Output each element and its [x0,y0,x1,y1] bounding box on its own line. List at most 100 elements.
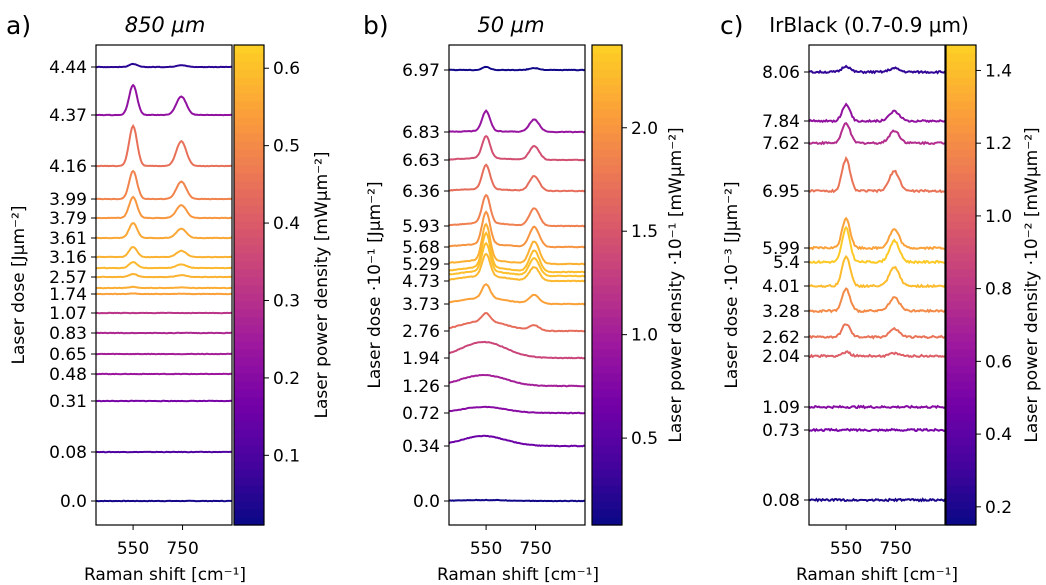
spectrum-line [448,231,586,274]
colorbar-segment [946,77,976,86]
colorbar-segment [592,333,622,342]
colorbar-segment [592,373,622,382]
dose-tick-label: 2.57 [49,268,87,288]
colorbar-segment [592,341,622,350]
colorbar-segment [946,341,976,350]
colorbar-segment [234,93,264,102]
spectrum-line [448,340,586,360]
colorbar-tick-label: 0.2 [985,498,1012,518]
colorbar-segment [946,333,976,342]
dose-tick-label: 8.06 [762,63,800,83]
dose-tick-label: 2.04 [762,347,800,367]
colorbar-segment [234,317,264,326]
spectrum-line [808,404,946,410]
colorbar-segment [234,125,264,134]
colorbar-segment [946,389,976,398]
colorbar-segment [592,109,622,118]
colorbar-segment [234,253,264,262]
colorbar-segment [234,421,264,430]
colorbar-segment [234,405,264,414]
dose-tick-label: 1.07 [49,304,87,324]
colorbar-segment [592,517,622,526]
colorbar-tick-label: 0.6 [985,352,1012,372]
spectrum-line [96,272,233,279]
dose-tick-label: 4.01 [762,277,800,297]
colorbar-segment [592,45,622,54]
colorbar-tick-label: 0.4 [985,425,1012,445]
spectrum-line [448,163,586,193]
spectra-group [95,62,233,503]
colorbar-segment [234,277,264,286]
colorbar-segment [946,173,976,182]
colorbar-segment [946,109,976,118]
dose-tick-label: 4.44 [49,58,87,78]
x-tick-label: 550 [470,539,502,559]
colorbar-segment [946,261,976,270]
dose-tick-label: 2.62 [762,328,800,348]
colorbar-segment [592,141,622,150]
spectrum-line [449,65,586,72]
colorbar-segment [234,349,264,358]
x-axis-label: Raman shift [cm⁻¹] [796,565,958,585]
dose-tick-label: 3.16 [49,248,87,268]
colorbar-segment [946,365,976,374]
colorbar-segment [592,469,622,478]
spectrum-line [96,169,233,201]
colorbar-segment [234,381,264,390]
colorbar-segment [592,237,622,246]
colorbar-segment [946,213,976,222]
colorbar-segment [592,493,622,502]
colorbar-segment [946,373,976,382]
colorbar-segment [946,405,976,414]
colorbar-segment [592,437,622,446]
panel-title: IrBlack (0.7-0.9 μm) [769,13,969,37]
colorbar-segment [234,229,264,238]
colorbar-segment [946,245,976,254]
colorbar-segment [592,165,622,174]
x-axis-label: Raman shift [cm⁻¹] [437,565,599,585]
colorbar-segment [946,101,976,110]
colorbar-segment [592,325,622,334]
colorbar-segment [592,85,622,94]
dose-tick-label: 6.97 [402,61,440,81]
colorbar-segment [592,149,622,158]
colorbar-segment [592,93,622,102]
colorbar-tick-label: 0.8 [985,280,1012,300]
colorbar-segment [946,461,976,470]
colorbar-segment [592,501,622,510]
colorbar-segment [234,485,264,494]
colorbar-segment [234,501,264,510]
x-tick-label: 750 [519,539,551,559]
colorbar-segment [234,285,264,294]
colorbar-segment [234,309,264,318]
colorbar-segment [592,357,622,366]
dose-tick-label: 1.09 [762,398,800,418]
dose-tick-labels: 0.0 0.34 0.72 1.26 1.94 2.76 3.73 4.735.295.685… [402,61,449,512]
colorbar-segment [946,45,976,54]
colorbar-segment [234,117,264,126]
colorbar-segment [234,469,264,478]
colorbar-segment [234,101,264,110]
spectrum-line [448,241,586,278]
colorbar-tick-label: 1.4 [985,61,1012,81]
colorbar-tick-label: 1.0 [985,207,1012,227]
colorbar-segment [946,277,976,286]
colorbar-segment [234,453,264,462]
colorbar-segment [946,509,976,518]
colorbar-tick-label: 0.5 [631,429,658,449]
spectrum-line [808,225,946,265]
x-tick-label: 550 [830,539,862,559]
x-axis-label: Raman shift [cm⁻¹] [84,565,246,585]
colorbar-segment [234,493,264,502]
panel-letter: c) [720,11,744,40]
colorbar-tick-label: 1.2 [985,134,1012,154]
colorbar-segment [234,445,264,454]
colorbar-segment [234,109,264,118]
colorbar-segment [946,309,976,318]
colorbar-segment [946,397,976,406]
panel-a: a) 850 μm 0.0 0.08 0.31 0.480.650.831.071.7… [6,11,332,585]
spectrum-line [808,122,946,146]
spectrum-line [448,252,586,283]
colorbar-segment [234,237,264,246]
colorbar-label: Laser power density ·10⁻¹ [mWμm⁻²] [666,127,686,442]
